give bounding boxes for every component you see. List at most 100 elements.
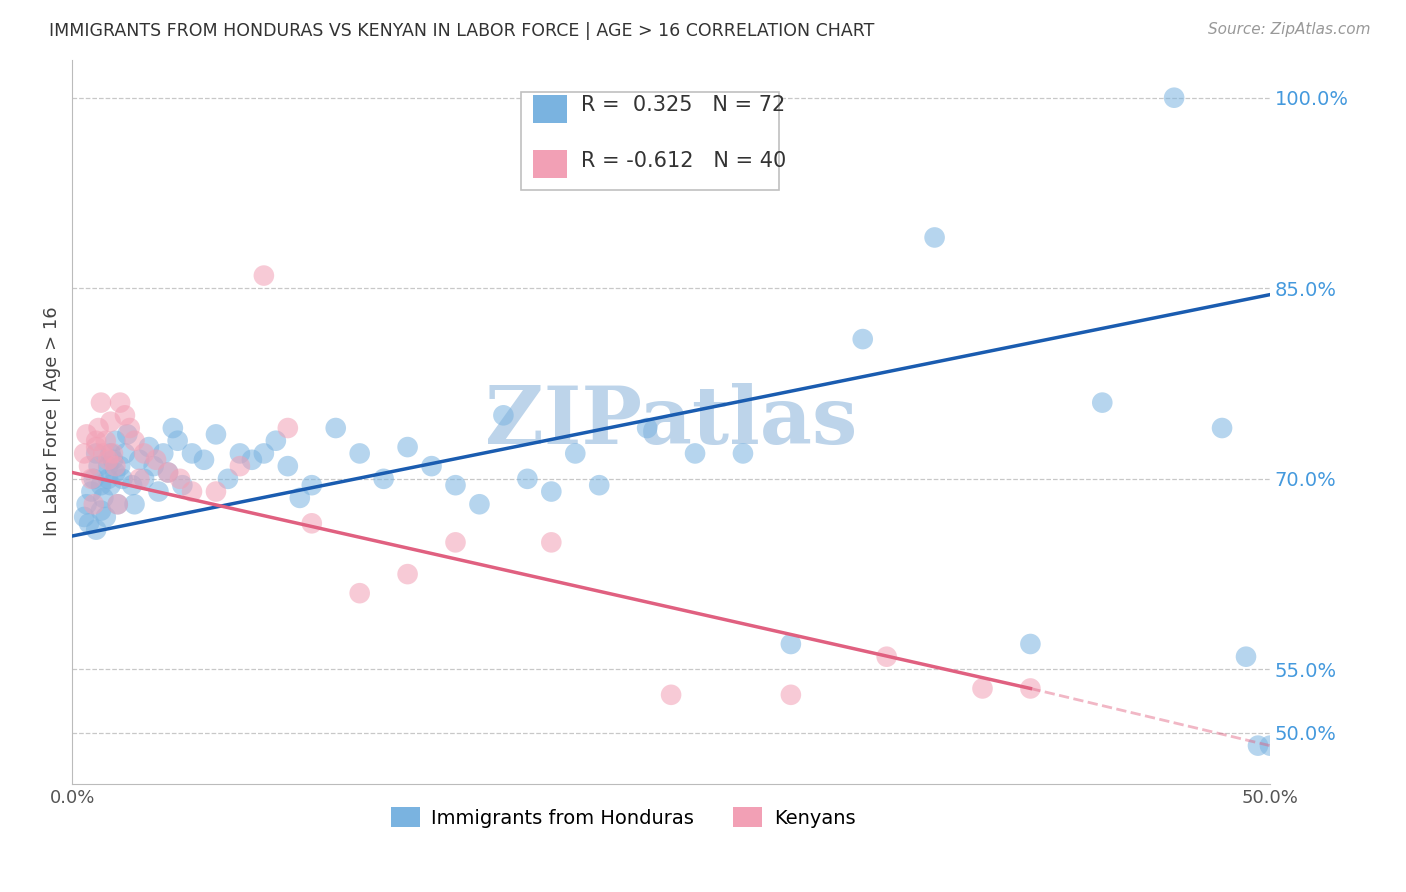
Point <box>104 434 127 448</box>
Point <box>132 472 155 486</box>
Point <box>108 395 131 409</box>
Point <box>87 459 110 474</box>
Point <box>288 491 311 505</box>
Point <box>683 446 706 460</box>
Text: R =  0.325   N = 72: R = 0.325 N = 72 <box>581 95 786 115</box>
Point <box>138 440 160 454</box>
Text: R = -0.612   N = 40: R = -0.612 N = 40 <box>581 151 786 171</box>
Point <box>76 497 98 511</box>
Point <box>1091 395 1114 409</box>
Point <box>128 452 150 467</box>
Legend: Immigrants from Honduras, Kenyans: Immigrants from Honduras, Kenyans <box>382 799 863 836</box>
Point <box>73 446 96 460</box>
Point <box>540 535 562 549</box>
Text: ZIPatlas: ZIPatlas <box>485 383 858 460</box>
Point <box>205 484 228 499</box>
Point <box>166 434 188 448</box>
Point <box>659 688 682 702</box>
Point <box>84 446 107 460</box>
Point <box>217 472 239 486</box>
Point <box>349 446 371 460</box>
Point <box>229 446 252 460</box>
Point <box>84 523 107 537</box>
Point <box>264 434 287 448</box>
Point <box>169 472 191 486</box>
Point <box>93 491 115 505</box>
Point <box>253 446 276 460</box>
Point <box>97 472 120 486</box>
Point <box>128 472 150 486</box>
Point <box>111 472 134 486</box>
Point <box>181 484 204 499</box>
Point <box>107 497 129 511</box>
Point <box>253 268 276 283</box>
Point <box>101 446 124 460</box>
Point <box>80 472 103 486</box>
Point <box>779 688 801 702</box>
Point <box>94 434 117 448</box>
Point <box>396 440 419 454</box>
Point <box>148 484 170 499</box>
Point <box>114 409 136 423</box>
Point <box>468 497 491 511</box>
Point <box>301 478 323 492</box>
Point <box>80 484 103 499</box>
Point <box>588 478 610 492</box>
Point <box>97 459 120 474</box>
Point <box>1247 739 1270 753</box>
Point <box>325 421 347 435</box>
Point <box>84 434 107 448</box>
Point <box>121 478 143 492</box>
Point <box>90 478 112 492</box>
Point <box>277 459 299 474</box>
Point <box>636 421 658 435</box>
Point <box>229 459 252 474</box>
Point <box>172 478 194 492</box>
Point <box>564 446 586 460</box>
Y-axis label: In Labor Force | Age > 16: In Labor Force | Age > 16 <box>44 307 60 536</box>
Point <box>83 472 105 486</box>
Point <box>373 472 395 486</box>
Point <box>97 452 120 467</box>
Point <box>107 497 129 511</box>
Point <box>84 440 107 454</box>
Point <box>162 421 184 435</box>
Point <box>114 446 136 460</box>
Point <box>77 459 100 474</box>
Point <box>145 452 167 467</box>
Point <box>301 516 323 531</box>
Point <box>152 446 174 460</box>
Point <box>181 446 204 460</box>
Point <box>90 395 112 409</box>
Point <box>94 510 117 524</box>
Point <box>142 459 165 474</box>
Point <box>193 452 215 467</box>
Point <box>1211 421 1233 435</box>
Point <box>396 567 419 582</box>
Point <box>100 478 122 492</box>
Point <box>124 497 146 511</box>
Point <box>516 472 538 486</box>
Text: IMMIGRANTS FROM HONDURAS VS KENYAN IN LABOR FORCE | AGE > 16 CORRELATION CHART: IMMIGRANTS FROM HONDURAS VS KENYAN IN LA… <box>49 22 875 40</box>
Point <box>924 230 946 244</box>
Point <box>104 459 127 474</box>
Point <box>972 681 994 696</box>
Point <box>77 516 100 531</box>
Point <box>124 434 146 448</box>
FancyBboxPatch shape <box>533 150 567 178</box>
Point <box>157 466 180 480</box>
Point <box>779 637 801 651</box>
Point <box>205 427 228 442</box>
Point <box>420 459 443 474</box>
Point <box>117 427 139 442</box>
Point <box>118 421 141 435</box>
Point <box>731 446 754 460</box>
Point <box>1019 681 1042 696</box>
Point <box>492 409 515 423</box>
Point <box>1258 739 1281 753</box>
Point <box>93 446 115 460</box>
Point <box>90 503 112 517</box>
Point <box>1019 637 1042 651</box>
Point <box>100 446 122 460</box>
Text: Source: ZipAtlas.com: Source: ZipAtlas.com <box>1208 22 1371 37</box>
